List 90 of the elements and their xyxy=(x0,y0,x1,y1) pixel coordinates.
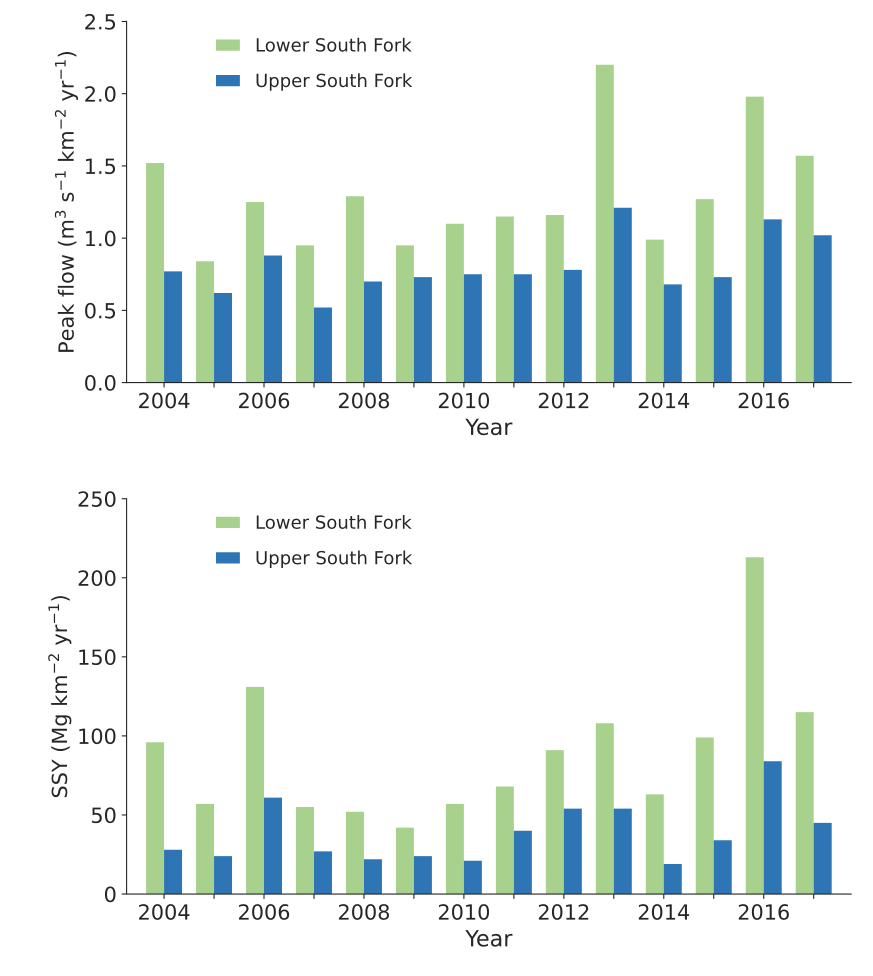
bar xyxy=(446,224,464,383)
x-tick-label: 2010 xyxy=(438,904,490,920)
bar xyxy=(714,840,732,894)
bar xyxy=(596,64,614,383)
bar xyxy=(346,196,364,383)
bar xyxy=(496,216,514,383)
x-tick-label: 2014 xyxy=(638,904,690,920)
bar xyxy=(564,270,582,383)
legend-label: Upper South Fork xyxy=(256,73,412,91)
bar xyxy=(814,235,832,383)
x-tick-label: 2004 xyxy=(139,392,190,408)
bar xyxy=(364,859,382,894)
bar xyxy=(314,307,332,383)
legend-label: Upper South Fork xyxy=(256,550,412,568)
bar xyxy=(214,293,232,383)
bar xyxy=(696,737,714,894)
y-axis-title: SSY (Mg km$^{−2}$ yr$^{−1}$) xyxy=(48,596,72,798)
bar xyxy=(664,284,682,383)
bar xyxy=(796,156,814,383)
bar xyxy=(146,163,164,383)
x-tick-label: 2004 xyxy=(139,904,190,920)
bar xyxy=(814,822,832,894)
y-tick-label: 50 xyxy=(92,807,116,824)
bar xyxy=(196,261,214,383)
bar xyxy=(164,271,182,383)
y-tick-label: 200 xyxy=(78,570,116,586)
bar xyxy=(714,277,732,383)
y-tick-label: 2.0 xyxy=(85,86,116,102)
bar xyxy=(646,794,664,894)
y-tick-label: 0.0 xyxy=(85,375,116,391)
bar xyxy=(546,215,564,383)
y-tick-label: 0.5 xyxy=(85,302,116,319)
text: Peak flow (m$^{3}$ s$^{−1}$ km$^{−2}$ yr$^{−1}$) xyxy=(54,52,78,352)
bar xyxy=(346,812,364,894)
x-axis-title: Year xyxy=(465,418,512,436)
bar xyxy=(464,860,482,894)
bar xyxy=(196,804,214,894)
bar xyxy=(414,277,432,383)
bar xyxy=(296,245,314,383)
bar xyxy=(596,723,614,894)
legend-label: Lower South Fork xyxy=(256,38,412,52)
bar xyxy=(264,255,282,383)
x-tick-label: 2012 xyxy=(538,392,588,408)
bar xyxy=(764,761,782,894)
bar xyxy=(496,786,514,894)
x-tick-label: 2008 xyxy=(338,392,390,408)
bar xyxy=(614,808,632,894)
bar xyxy=(246,686,264,894)
legend-label: Lower South Fork xyxy=(256,514,412,529)
bar xyxy=(514,830,532,894)
x-tick-label: 2016 xyxy=(738,904,789,920)
y-tick-label: 100 xyxy=(79,728,116,744)
y-tick-label: 1.5 xyxy=(86,158,116,174)
bar xyxy=(246,202,264,383)
y-tick-label: 0 xyxy=(104,886,116,902)
bar xyxy=(746,96,764,383)
bar xyxy=(546,750,564,894)
bar xyxy=(414,856,432,894)
bar xyxy=(646,240,664,383)
bar xyxy=(396,245,414,383)
y-tick-label: 2.5 xyxy=(85,14,116,30)
bar xyxy=(364,281,382,383)
bar xyxy=(164,850,182,894)
bar xyxy=(446,804,464,894)
bar xyxy=(314,851,332,894)
bar xyxy=(746,557,764,894)
bar xyxy=(564,808,582,894)
bar xyxy=(614,208,632,383)
x-tick-label: 2006 xyxy=(239,904,290,920)
x-tick-label: 2010 xyxy=(438,392,490,408)
x-tick-label: 2006 xyxy=(239,392,290,408)
x-axis-title: Year xyxy=(465,930,512,947)
bar xyxy=(146,742,164,894)
x-tick-label: 2008 xyxy=(338,904,390,920)
y-tick-label: 150 xyxy=(79,649,116,666)
bar xyxy=(514,274,532,383)
x-tick-label: 2016 xyxy=(738,392,789,408)
bar xyxy=(796,712,814,894)
bar xyxy=(264,798,282,894)
bar xyxy=(396,828,414,894)
bar xyxy=(696,199,714,383)
bar xyxy=(464,274,482,383)
bar xyxy=(664,864,682,894)
bar xyxy=(214,856,232,894)
bar xyxy=(296,807,314,894)
x-tick-label: 2014 xyxy=(638,392,690,408)
x-tick-label: 2012 xyxy=(538,904,588,920)
y-tick-label: 250 xyxy=(78,491,116,507)
bar xyxy=(764,219,782,383)
y-tick-label: 1.0 xyxy=(86,230,116,246)
